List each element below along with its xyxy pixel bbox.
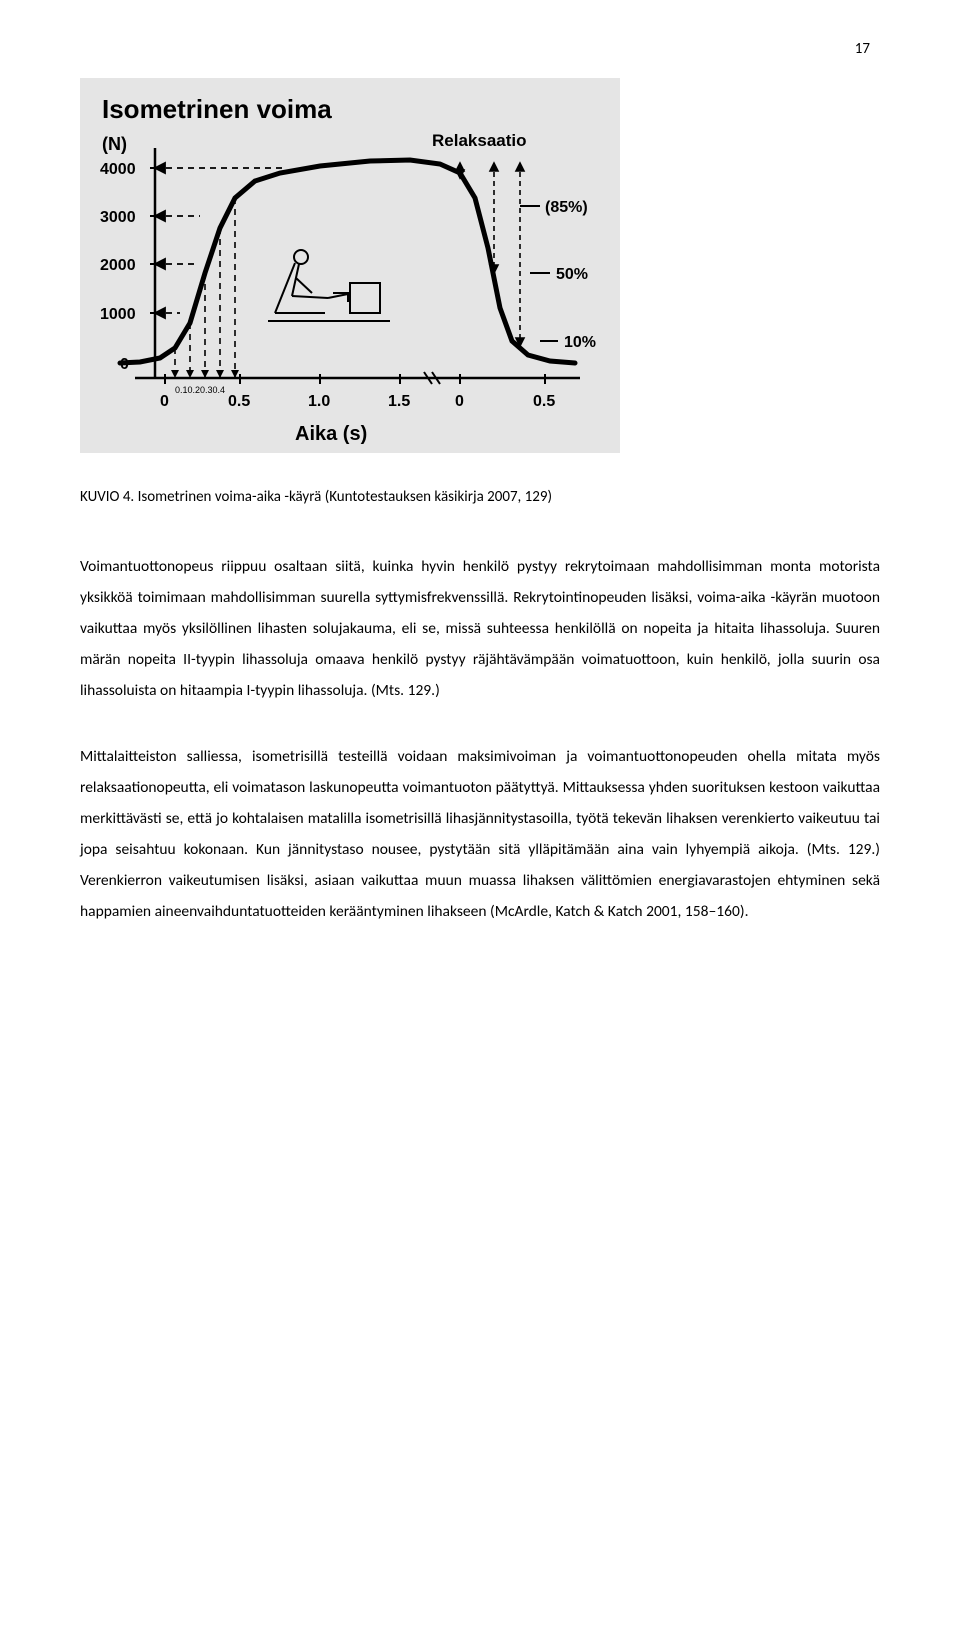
pct-85: (85%) (545, 199, 588, 216)
pct-10: 10% (564, 334, 596, 351)
chart-svg: Isometrinen voima (N) 4000 3000 2000 100… (80, 78, 620, 478)
page-number: 17 (80, 40, 880, 58)
pct-50: 50% (556, 266, 588, 283)
ytick-3000: 3000 (100, 209, 136, 226)
xtick2-0: 0 (455, 393, 464, 410)
ytick-1000: 1000 (100, 306, 136, 323)
xtick-05: 0.5 (228, 393, 250, 410)
xtick-10: 1.0 (308, 393, 330, 410)
xtick2-05: 0.5 (533, 393, 555, 410)
ytick-2000: 2000 (100, 257, 136, 274)
x-axis-label: Aika (s) (295, 423, 367, 445)
ytick-4000: 4000 (100, 161, 136, 178)
relax-label: Relaksaatio (432, 131, 527, 150)
paragraph-2: Mittalaitteiston salliessa, isometrisill… (80, 741, 880, 927)
isometric-force-figure: Isometrinen voima (N) 4000 3000 2000 100… (80, 78, 620, 478)
chart-title: Isometrinen voima (102, 94, 332, 124)
xtick-15: 1.5 (388, 393, 410, 410)
y-axis-unit: (N) (102, 134, 127, 154)
subticks-label: 0.10.20.30.4 (175, 385, 225, 395)
figure-caption: KUVIO 4. Isometrinen voima-aika -käyrä (… (80, 488, 880, 506)
paragraph-1: Voimantuottonopeus riippuu osaltaan siit… (80, 551, 880, 706)
xtick-0: 0 (160, 393, 169, 410)
